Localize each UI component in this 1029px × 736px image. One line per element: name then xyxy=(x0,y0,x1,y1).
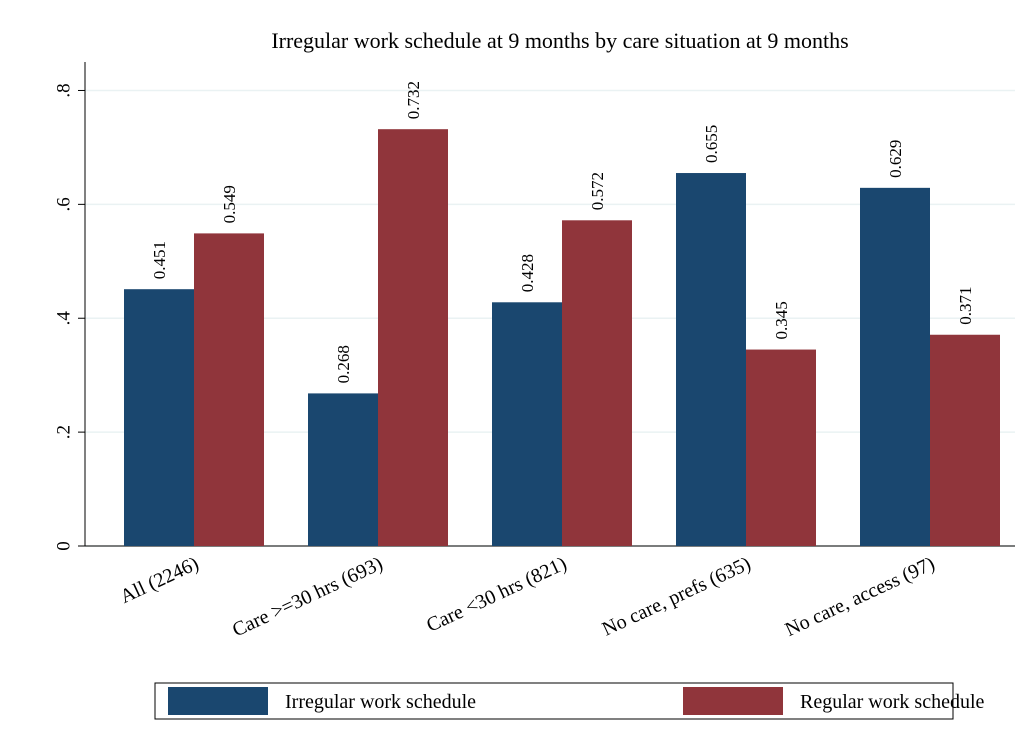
bar xyxy=(930,334,1000,546)
value-label: 0.572 xyxy=(588,172,607,210)
value-label: 0.451 xyxy=(150,241,169,279)
x-tick-label: No care, prefs (635) xyxy=(599,553,754,641)
y-tick-label: .6 xyxy=(53,197,74,211)
value-label: 0.629 xyxy=(886,140,905,178)
value-label: 0.428 xyxy=(518,254,537,292)
value-label: 0.371 xyxy=(956,286,975,324)
x-tick-label: No care, access (97) xyxy=(782,553,938,641)
legend-box xyxy=(154,682,954,720)
y-tick-label: 0 xyxy=(53,541,74,551)
x-tick-label: All (2246) xyxy=(117,553,202,608)
bar xyxy=(676,173,746,547)
bar xyxy=(308,393,378,546)
y-tick-label: .8 xyxy=(53,83,74,97)
bar xyxy=(124,289,194,546)
y-tick-label: .4 xyxy=(53,311,74,326)
bar xyxy=(378,129,448,546)
value-label: 0.268 xyxy=(334,345,353,383)
chart-title: Irregular work schedule at 9 months by c… xyxy=(271,28,848,53)
value-label: 0.655 xyxy=(702,125,721,163)
legend-label: Irregular work schedule xyxy=(285,691,476,713)
legend-swatch xyxy=(683,687,783,715)
value-label: 0.549 xyxy=(220,185,239,223)
value-label: 0.732 xyxy=(404,81,423,119)
legend-label: Regular work schedule xyxy=(800,691,985,713)
bar xyxy=(492,302,562,546)
bar xyxy=(562,220,632,547)
x-tick-label: Care <30 hrs (821) xyxy=(423,553,570,637)
legend-swatch xyxy=(168,687,268,715)
value-label: 0.345 xyxy=(772,301,791,339)
bar xyxy=(746,349,816,546)
bar xyxy=(194,233,264,546)
bar xyxy=(860,187,930,546)
x-tick-label: Care >=30 hrs (693) xyxy=(229,553,386,642)
y-tick-label: .2 xyxy=(53,425,74,439)
